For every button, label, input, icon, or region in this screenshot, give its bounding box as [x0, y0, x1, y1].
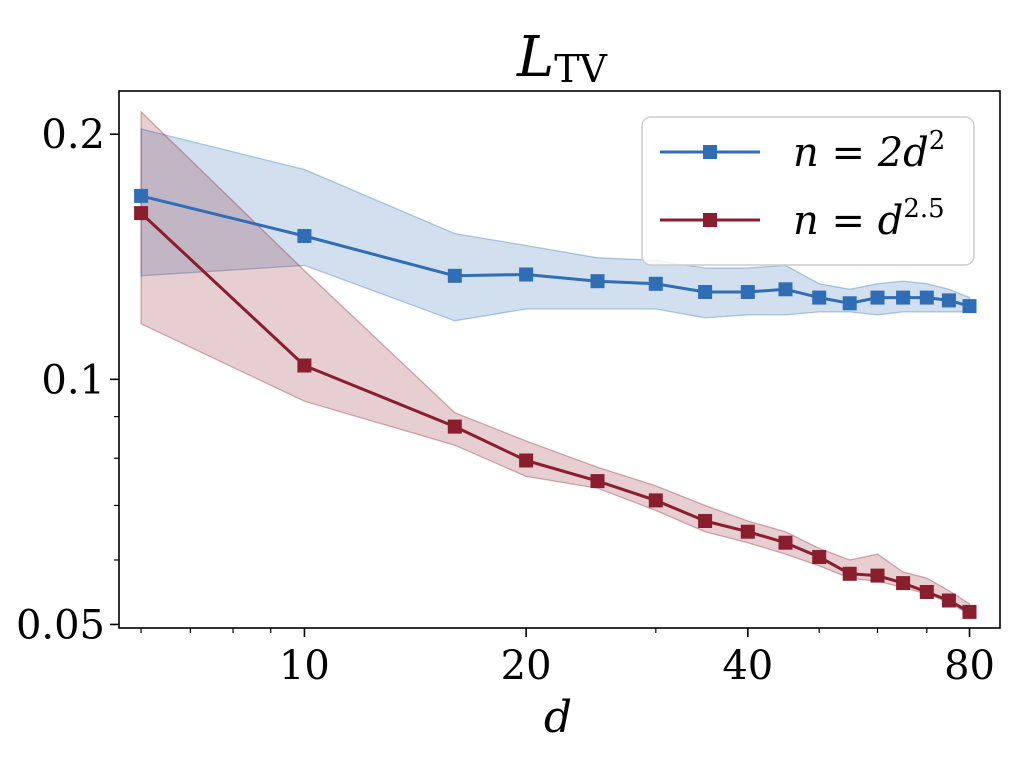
marker-series-1-pt-11	[870, 568, 885, 583]
marker-series-0-pt-7	[740, 285, 755, 299]
marker-series-0-pt-0	[134, 188, 149, 203]
axis-ticks	[110, 133, 971, 637]
legend-marker-1	[703, 213, 717, 227]
x-tick-label-2: 40	[722, 643, 773, 689]
x-tick-label-3: 80	[944, 643, 995, 689]
chart-title: LTV	[516, 25, 608, 91]
marker-series-1-pt-10	[842, 566, 857, 581]
legend-marker-0	[703, 145, 717, 159]
y-tick-label-0: 0.05	[16, 602, 105, 648]
line-series-0	[140, 194, 970, 308]
plot-frame	[118, 90, 1001, 629]
marker-series-0-pt-12	[896, 290, 911, 305]
marker-series-0-pt-15	[962, 299, 977, 314]
marker-series-0-pt-11	[870, 290, 885, 305]
marker-series-0-pt-13	[919, 290, 934, 305]
x-tick-label-1: 20	[501, 643, 552, 689]
marker-series-1-pt-4	[590, 474, 605, 489]
legend-entry-0: n = 2d2	[660, 126, 945, 176]
marker-series-0-pt-9	[812, 290, 827, 305]
legend-label-1: n = d2.5	[793, 194, 945, 244]
series-lines	[140, 194, 971, 614]
marker-series-1-pt-0	[134, 206, 149, 221]
marker-series-1-pt-1	[297, 358, 312, 373]
marker-series-0-pt-2	[447, 268, 462, 283]
marker-series-1-pt-5	[648, 493, 663, 508]
marker-series-0-pt-10	[842, 296, 857, 311]
legend-entry-1: n = d2.5	[660, 194, 945, 244]
marker-series-0-pt-6	[698, 285, 713, 299]
marker-series-1-pt-3	[519, 453, 534, 468]
x-tick-label-0: 10	[279, 643, 330, 689]
marker-series-1-pt-12	[896, 576, 911, 591]
series-markers	[134, 188, 977, 619]
marker-series-1-pt-13	[919, 585, 934, 599]
x-axis-label: d	[544, 692, 572, 743]
marker-series-1-pt-2	[447, 419, 462, 434]
tick-labels: 10 20 40 80 0.05 0.1 0.2	[16, 112, 995, 689]
marker-series-1-pt-8	[778, 535, 793, 550]
marker-series-1-pt-9	[812, 550, 827, 564]
marker-series-1-pt-15	[962, 604, 977, 619]
legend-box	[641, 116, 975, 266]
line-series-1	[140, 212, 971, 614]
y-tick-label-1: 0.1	[41, 357, 105, 403]
marker-series-0-pt-14	[941, 293, 956, 308]
legend: n = 2d2 n = d2.5	[641, 116, 975, 266]
marker-series-0-pt-3	[519, 267, 534, 282]
y-tick-label-2: 0.2	[41, 112, 105, 158]
marker-series-0-pt-4	[590, 274, 605, 289]
marker-series-1-pt-6	[698, 514, 713, 528]
marker-series-1-pt-14	[941, 593, 956, 608]
marker-series-0-pt-5	[648, 276, 663, 291]
marker-series-0-pt-1	[297, 229, 312, 243]
marker-series-0-pt-8	[778, 282, 793, 297]
legend-label-0: n = 2d2	[793, 126, 945, 176]
marker-series-1-pt-7	[740, 524, 755, 539]
